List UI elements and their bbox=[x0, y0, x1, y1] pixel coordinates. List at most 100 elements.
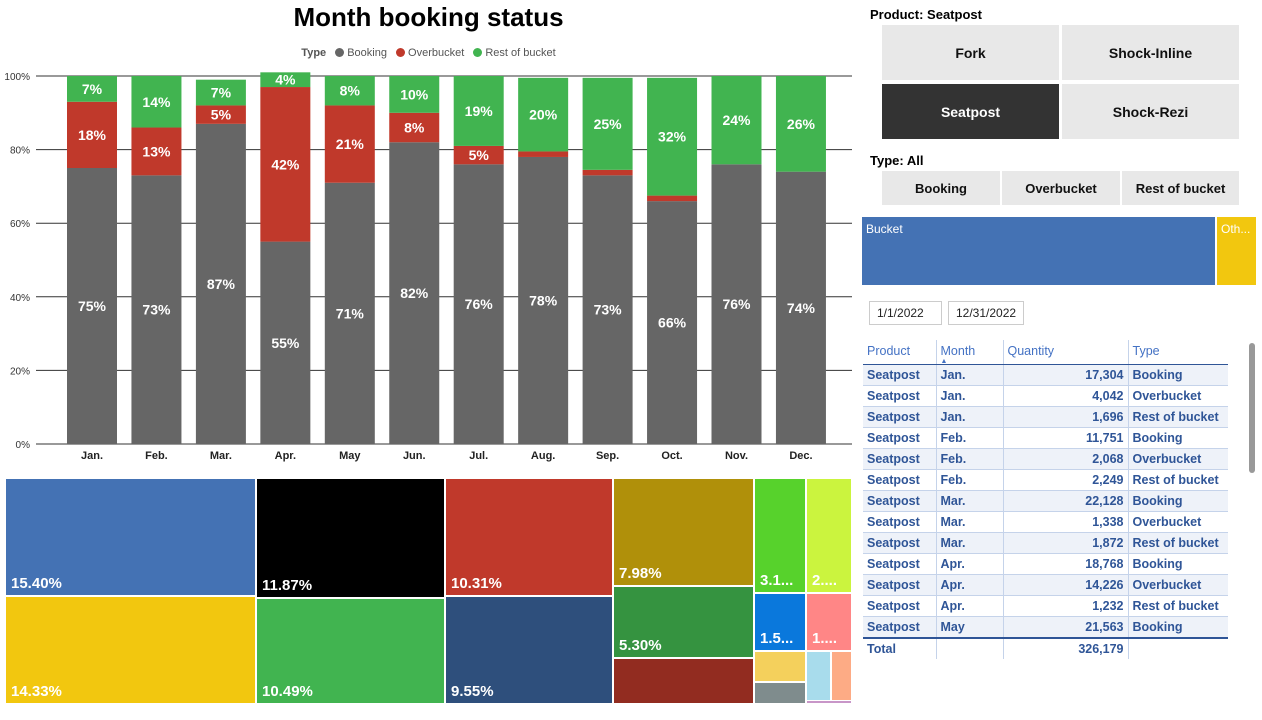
x-tick-label: Mar. bbox=[210, 450, 232, 462]
legend-item-rest[interactable]: Rest of bucket bbox=[473, 47, 556, 59]
bar-booking[interactable] bbox=[389, 142, 440, 444]
bar-booking[interactable] bbox=[518, 156, 569, 444]
data-label: 14% bbox=[142, 94, 171, 110]
cell-month: Apr. bbox=[935, 574, 1003, 596]
column-header-type[interactable]: Type bbox=[1127, 340, 1228, 365]
bar-booking[interactable] bbox=[775, 171, 826, 444]
bar-booking[interactable] bbox=[647, 201, 698, 444]
product-fork-button[interactable]: Fork bbox=[882, 25, 1059, 80]
table-row[interactable]: Seatpost Apr. 1,232 Rest of bucket bbox=[863, 595, 1228, 617]
bar-overbucket[interactable] bbox=[260, 87, 311, 242]
bar-rest-of-bucket[interactable] bbox=[389, 76, 440, 113]
bar-booking[interactable] bbox=[131, 175, 182, 445]
bar-overbucket[interactable] bbox=[131, 127, 182, 176]
treemap-tile-label: 1.... bbox=[812, 630, 838, 647]
bar-booking[interactable] bbox=[67, 168, 117, 444]
product-seatpost-button[interactable]: Seatpost bbox=[882, 84, 1059, 139]
bar-rest-of-bucket[interactable] bbox=[775, 76, 826, 172]
treemap-tile[interactable]: 1.5... bbox=[754, 593, 806, 651]
start-date-input[interactable]: 1/1/2022 bbox=[869, 301, 942, 325]
treemap-tile[interactable]: 2.... bbox=[806, 478, 852, 593]
bar-overbucket[interactable] bbox=[324, 105, 375, 183]
table-row[interactable]: Seatpost Mar. 1,338 Overbucket bbox=[863, 511, 1228, 533]
cell-month: Mar. bbox=[935, 511, 1003, 533]
bar-rest-of-bucket[interactable] bbox=[582, 77, 633, 170]
treemap-tile[interactable]: 10.49% bbox=[256, 598, 445, 704]
bar-rest-of-bucket[interactable] bbox=[647, 77, 698, 196]
bar-booking[interactable] bbox=[582, 175, 633, 445]
bar-rest-of-bucket[interactable] bbox=[260, 72, 311, 88]
bar-overbucket[interactable] bbox=[647, 195, 698, 202]
cell-quantity: 17,304 bbox=[1002, 364, 1128, 386]
table-scrollbar[interactable] bbox=[1249, 343, 1255, 473]
treemap-tile[interactable]: 10.31% bbox=[445, 478, 613, 596]
table-row[interactable]: Seatpost Jan. 1,696 Rest of bucket bbox=[863, 406, 1228, 428]
cell-month: Jan. bbox=[935, 406, 1003, 428]
treemap-tile[interactable]: 14.33% bbox=[5, 596, 256, 704]
column-header-quantity[interactable]: Quantity bbox=[1002, 340, 1128, 365]
table-row[interactable]: Seatpost Apr. 14,226 Overbucket bbox=[863, 574, 1228, 596]
bar-overbucket[interactable] bbox=[195, 105, 246, 124]
treemap-tile[interactable]: 9.55% bbox=[445, 596, 613, 704]
bar-rest-of-bucket[interactable] bbox=[518, 77, 569, 152]
treemap-tile-label: 14.33% bbox=[11, 683, 62, 700]
column-header-month[interactable]: Month ▲ bbox=[935, 340, 1003, 365]
treemap-tile[interactable] bbox=[754, 651, 806, 682]
treemap-tile[interactable]: 3.1... bbox=[754, 478, 806, 593]
bar-booking[interactable] bbox=[260, 241, 311, 444]
y-tick-label: 40% bbox=[10, 293, 30, 304]
treemap-tile[interactable] bbox=[806, 700, 852, 704]
bar-rest-of-bucket[interactable] bbox=[324, 76, 375, 106]
cell-quantity: 2,068 bbox=[1002, 448, 1128, 470]
other-segment[interactable]: Oth... bbox=[1217, 217, 1256, 285]
bar-booking[interactable] bbox=[453, 164, 504, 444]
table-row[interactable]: Seatpost Mar. 1,872 Rest of bucket bbox=[863, 532, 1228, 554]
treemap-tile-label: 3.1... bbox=[760, 572, 794, 589]
table-row[interactable]: Seatpost Feb. 2,249 Rest of bucket bbox=[863, 469, 1228, 491]
bucket-segment[interactable]: Bucket bbox=[862, 217, 1215, 285]
bar-booking[interactable] bbox=[711, 164, 762, 444]
data-label: 13% bbox=[142, 143, 171, 159]
treemap-tile[interactable]: 11.87% bbox=[256, 478, 445, 598]
table-row[interactable]: Seatpost Mar. 22,128 Booking bbox=[863, 490, 1228, 512]
table-row[interactable]: Seatpost Apr. 18,768 Booking bbox=[863, 553, 1228, 575]
data-label: 32% bbox=[658, 129, 687, 145]
cell-type: Overbucket bbox=[1127, 574, 1228, 596]
bar-booking[interactable] bbox=[324, 182, 375, 444]
bar-overbucket[interactable] bbox=[67, 101, 117, 168]
treemap-tile[interactable]: 5.30% bbox=[613, 586, 754, 658]
legend-item-overbucket[interactable]: Overbucket bbox=[396, 47, 464, 59]
bar-rest-of-bucket[interactable] bbox=[711, 76, 762, 165]
treemap-tile[interactable] bbox=[754, 682, 806, 704]
bar-rest-of-bucket[interactable] bbox=[453, 76, 504, 146]
treemap-tile[interactable]: 15.40% bbox=[5, 478, 256, 596]
column-header-product[interactable]: Product bbox=[863, 340, 936, 365]
bar-overbucket[interactable] bbox=[389, 112, 440, 143]
type-rest-button[interactable]: Rest of bucket bbox=[1122, 171, 1239, 205]
bar-overbucket[interactable] bbox=[582, 169, 633, 176]
cell-type: Booking bbox=[1127, 553, 1228, 575]
bar-overbucket[interactable] bbox=[453, 145, 504, 165]
end-date-input[interactable]: 12/31/2022 bbox=[948, 301, 1024, 325]
bar-rest-of-bucket[interactable] bbox=[195, 79, 246, 106]
table-row[interactable]: Seatpost Feb. 11,751 Booking bbox=[863, 427, 1228, 449]
cell-type: Rest of bucket bbox=[1127, 595, 1228, 617]
type-overbucket-button[interactable]: Overbucket bbox=[1002, 171, 1120, 205]
table-row[interactable]: Seatpost Jan. 4,042 Overbucket bbox=[863, 385, 1228, 407]
treemap-tile[interactable] bbox=[613, 658, 754, 704]
treemap-tile[interactable]: 7.98% bbox=[613, 478, 754, 586]
legend-item-booking[interactable]: Booking bbox=[335, 47, 387, 59]
treemap-tile[interactable] bbox=[831, 651, 852, 704]
type-booking-button[interactable]: Booking bbox=[882, 171, 1000, 205]
table-row[interactable]: Seatpost May 21,563 Booking bbox=[863, 616, 1228, 639]
treemap-tile[interactable]: 1.... bbox=[806, 593, 852, 651]
product-shock-rezi-button[interactable]: Shock-Rezi bbox=[1062, 84, 1239, 139]
table-row[interactable]: Seatpost Feb. 2,068 Overbucket bbox=[863, 448, 1228, 470]
bar-booking[interactable] bbox=[195, 123, 246, 444]
bar-rest-of-bucket[interactable] bbox=[67, 76, 117, 102]
table-row[interactable]: Seatpost Jan. 17,304 Booking bbox=[863, 364, 1228, 386]
bar-rest-of-bucket[interactable] bbox=[131, 76, 182, 128]
treemap-tile[interactable] bbox=[806, 651, 831, 704]
product-shock-inline-button[interactable]: Shock-Inline bbox=[1062, 25, 1239, 80]
bar-overbucket[interactable] bbox=[518, 151, 569, 157]
